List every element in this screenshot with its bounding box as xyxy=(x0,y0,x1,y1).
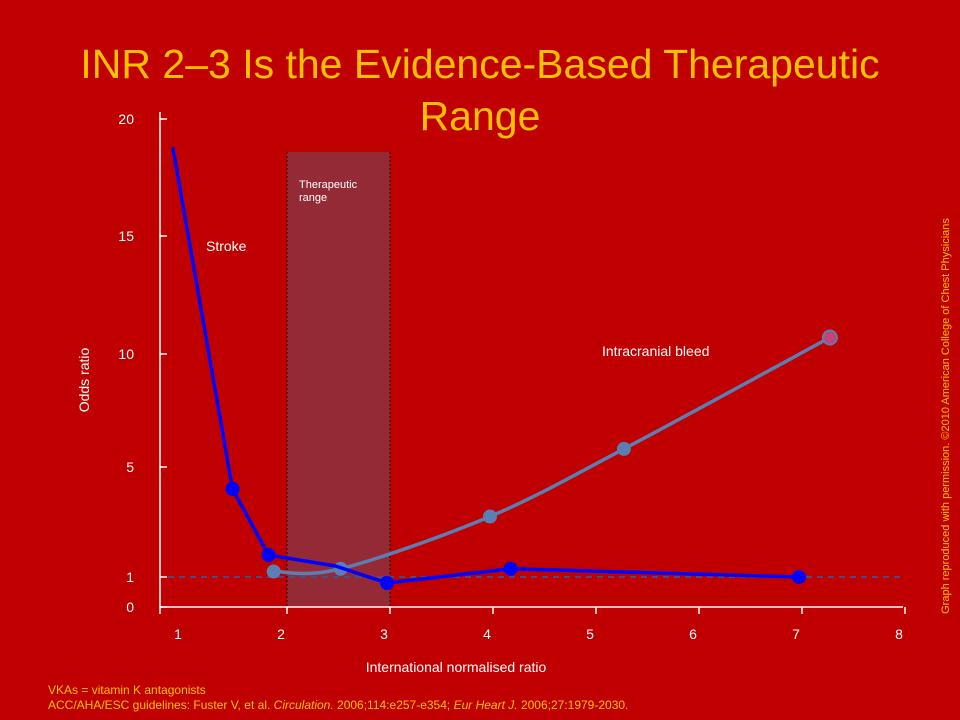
bleed-point-3 xyxy=(483,509,497,524)
y-tick-label-20: 20 xyxy=(118,111,134,127)
bleed-point-4 xyxy=(616,441,631,456)
y-tick-label-1: 1 xyxy=(126,569,134,585)
y-tick-label-15: 15 xyxy=(118,228,134,244)
x-tick-label-3: 3 xyxy=(380,626,388,642)
bleed-point-1 xyxy=(266,564,281,579)
x-tick-label-7: 7 xyxy=(792,626,800,642)
x-tick-label-5: 5 xyxy=(586,626,594,642)
slide-title: INR 2–3 Is the Evidence-Based Therapeuti… xyxy=(80,41,880,139)
y-tick-label-10: 10 xyxy=(118,346,134,362)
therapeutic-range-label: Therapeutic range xyxy=(299,179,360,204)
stroke-point-3 xyxy=(261,548,276,562)
footnote-abbreviation: VKAs = vitamin K antagonists xyxy=(48,683,206,697)
stroke-point-6 xyxy=(503,561,518,576)
x-tick-label-1: 1 xyxy=(174,626,182,642)
x-tick-label-4: 4 xyxy=(483,626,491,642)
footnote: VKAs = vitamin K antagonists ACC/AHA/ESC… xyxy=(48,683,628,713)
y-axis-title: Odds ratio xyxy=(76,347,92,412)
reference-journal-circulation: Circulation. xyxy=(273,698,334,712)
series-layer xyxy=(171,146,838,590)
series-label-intracranial-bleed: Intracranial bleed xyxy=(602,343,709,359)
reference-middle: 2006;114:e257-e354; xyxy=(333,698,454,712)
x-tick-label-6: 6 xyxy=(689,626,697,642)
therapeutic-range-band xyxy=(287,152,390,607)
bleed-point-5 xyxy=(821,329,838,346)
stroke-point-7 xyxy=(792,570,806,584)
x-tick-label-2: 2 xyxy=(277,626,285,642)
reference-prefix: ACC/AHA/ESC guidelines: Fuster V, et al. xyxy=(48,698,274,712)
x-tick-label-8: 8 xyxy=(895,626,903,642)
y-tick-label-0: 0 xyxy=(126,599,134,615)
footnote-reference: ACC/AHA/ESC guidelines: Fuster V, et al.… xyxy=(48,698,628,713)
x-axis-title: International normalised ratio xyxy=(366,659,547,675)
permission-credit: Graph reproduced with permission. ©2010 … xyxy=(940,218,952,614)
series-label-stroke: Stroke xyxy=(206,238,247,254)
stroke-point-5 xyxy=(380,576,394,590)
stroke-point-2 xyxy=(225,482,240,496)
reference-suffix: 2006;27:1979-2030. xyxy=(517,698,629,712)
y-tick-label-5: 5 xyxy=(126,459,134,475)
reference-journal-eur-heart-j: Eur Heart J. xyxy=(453,698,518,712)
